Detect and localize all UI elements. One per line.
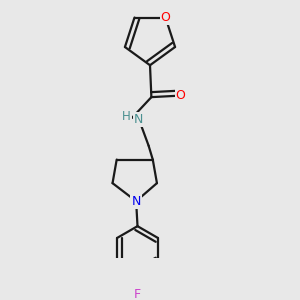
- Text: O: O: [160, 11, 170, 24]
- Text: N: N: [134, 113, 144, 126]
- Text: F: F: [134, 288, 141, 300]
- Text: N: N: [131, 195, 141, 208]
- Text: O: O: [176, 89, 185, 102]
- Text: H: H: [122, 110, 130, 123]
